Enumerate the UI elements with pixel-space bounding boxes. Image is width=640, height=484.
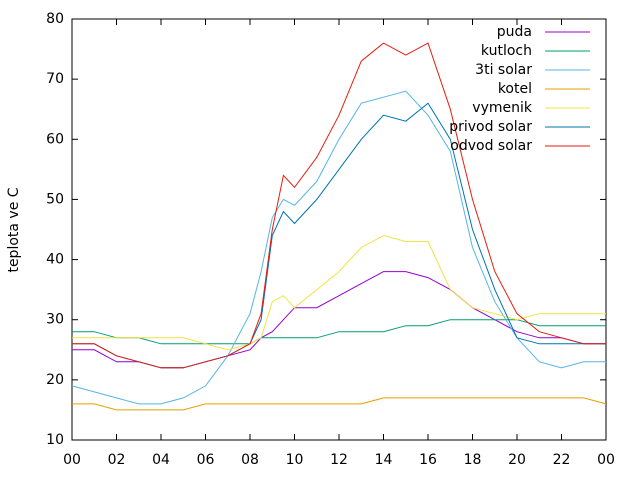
y-tick-label: 20	[46, 372, 64, 388]
y-tick-label: 40	[46, 252, 64, 268]
x-tick-label: 12	[330, 452, 348, 468]
series-line	[71, 90, 606, 405]
x-tick-label: 16	[419, 452, 437, 468]
x-tick-label: 06	[197, 452, 215, 468]
x-tick-label: 00	[597, 452, 615, 468]
series-line	[72, 42, 606, 369]
y-tick-label: 50	[46, 191, 64, 207]
legend-label: odvod solar	[450, 138, 532, 154]
legend-label: kutloch	[481, 43, 532, 59]
x-tick-label: 10	[286, 452, 304, 468]
series-line	[72, 234, 606, 351]
y-tick-label: 10	[46, 432, 64, 448]
x-tick-label: 22	[553, 452, 571, 468]
y-axis-label: teplota ve C	[6, 187, 22, 272]
y-tick-label: 70	[46, 71, 64, 87]
series-line	[72, 319, 606, 345]
legend-label: 3ti solar	[475, 62, 532, 78]
legend-label: puda	[497, 24, 532, 40]
y-tick-label: 30	[46, 312, 64, 328]
x-tick-label: 02	[108, 452, 126, 468]
legend-label: vymenik	[472, 100, 533, 116]
series-line	[72, 397, 607, 411]
legend-label: privod solar	[449, 119, 532, 135]
x-tick-label: 20	[508, 452, 526, 468]
y-tick-label: 60	[46, 131, 64, 147]
x-tick-label: 04	[152, 452, 170, 468]
x-tick-label: 08	[241, 452, 259, 468]
x-tick-label: 18	[464, 452, 482, 468]
x-tick-label: 14	[375, 452, 393, 468]
legend-label: kotel	[498, 81, 532, 97]
x-tick-label: 00	[63, 452, 81, 468]
series-line	[72, 271, 606, 369]
y-tick-label: 80	[46, 11, 64, 27]
